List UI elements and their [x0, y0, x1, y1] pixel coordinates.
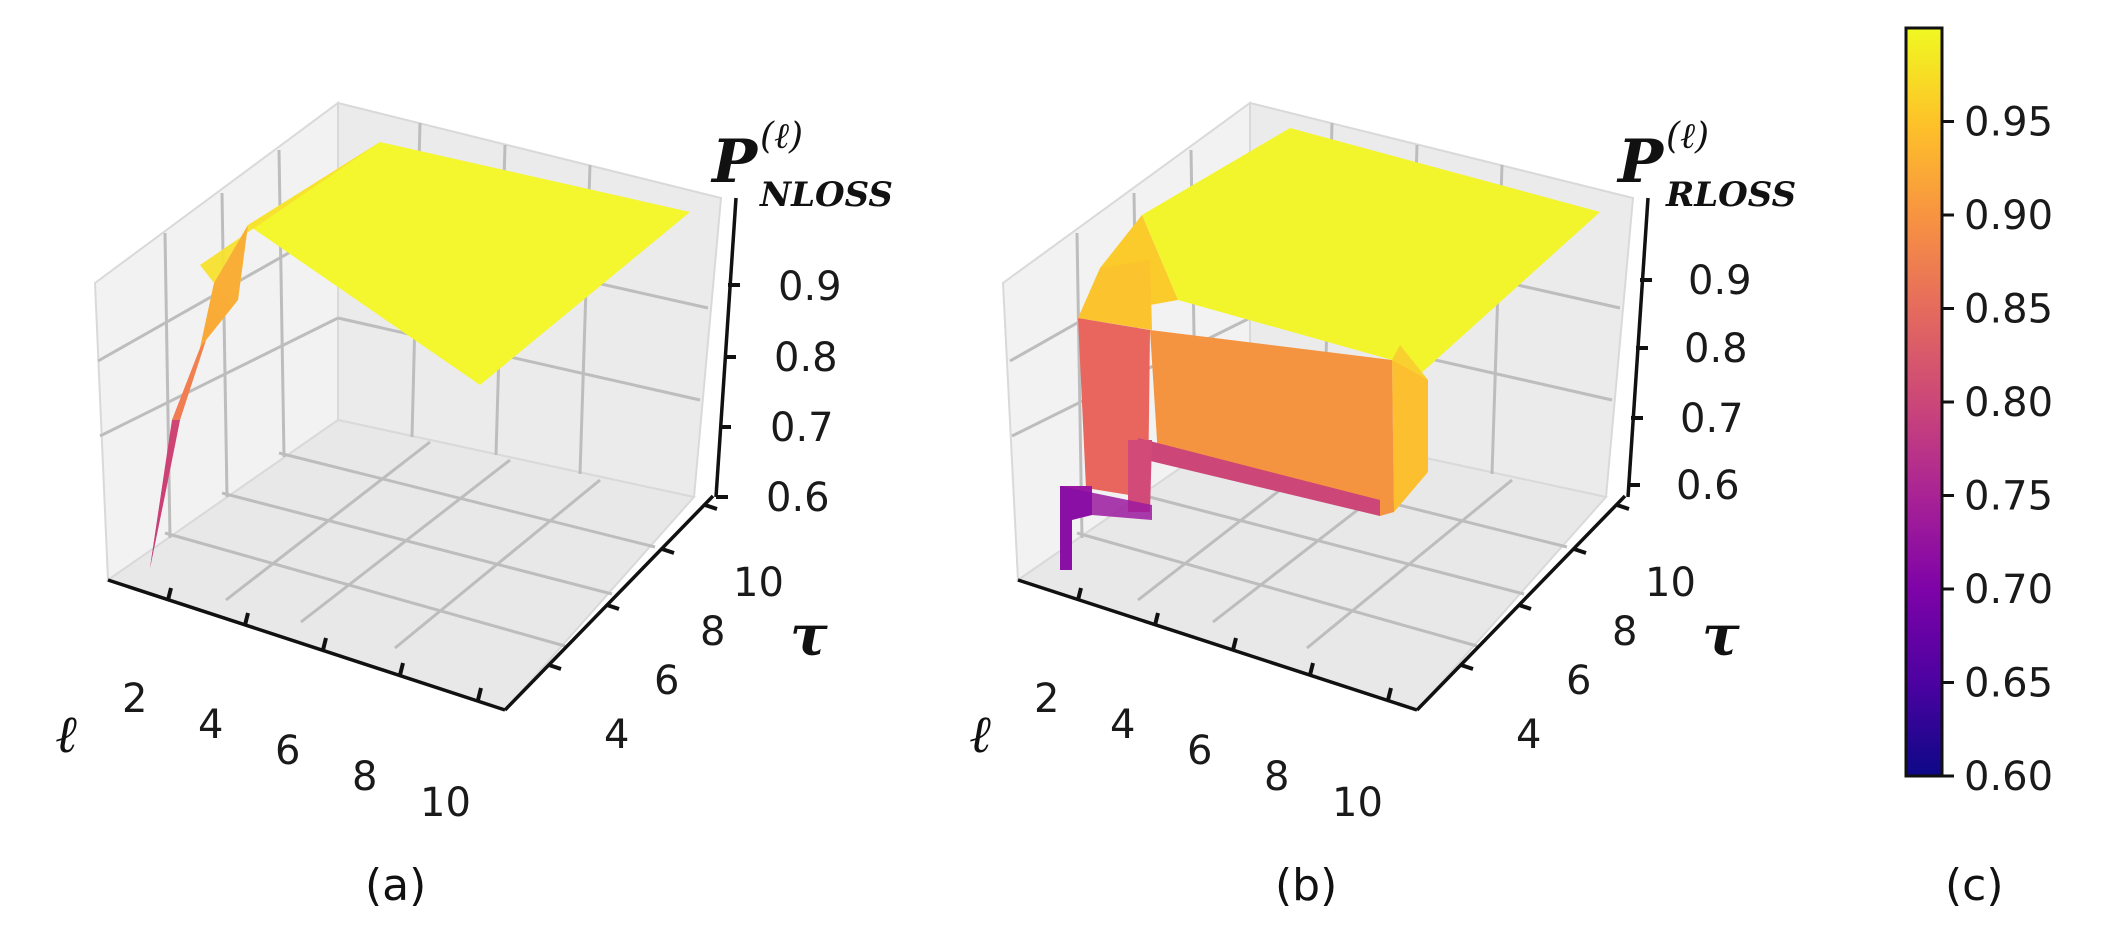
surface-strip-purple-top: [1060, 486, 1152, 520]
surface-strip-magenta-v: [1128, 440, 1152, 512]
surface-ramp-low: [172, 340, 206, 420]
z-axis-label: P RLOSS (ℓ): [1616, 116, 1796, 215]
colorbar-tick-label: 0.75: [1964, 474, 2053, 520]
z-axis-label-sub: NLOSS: [759, 175, 893, 215]
panel-label-b: (b): [1275, 860, 1337, 911]
z-axis-label: P NLOSS (ℓ): [710, 116, 893, 215]
y-tick-label: 4: [604, 712, 629, 758]
z-axis-label-main: P: [710, 127, 759, 197]
colorbar-gradient: [1904, 26, 1944, 778]
colorbar-tick-label: 0.90: [1964, 193, 2053, 239]
surface-side-face: [1392, 360, 1428, 512]
x-tick-label: 10: [420, 780, 471, 826]
y-axis-label: τ: [790, 603, 828, 669]
panel-label-c: (c): [1945, 860, 2004, 911]
y-tick-label: 6: [654, 658, 679, 704]
x-tick-label: 2: [1034, 676, 1059, 722]
panel-b: 2 4 6 8 10 4 6 8 10 0.6 0.7 0.8 0.9 ℓ τ …: [970, 101, 1796, 911]
x-tick-label: 8: [1264, 754, 1289, 800]
surface-ramp-edge: [150, 420, 180, 568]
z-tick-label: 0.8: [774, 335, 838, 381]
colorbar-tick-label: 0.85: [1964, 287, 2053, 333]
x-tick-labels: 2 4 6 8 10: [122, 676, 471, 826]
z-tick-label: 0.9: [778, 264, 842, 310]
z-axis-label-sup: (ℓ): [1666, 116, 1709, 157]
x-tick-label: 4: [1110, 702, 1135, 748]
panel-a: 2 4 6 8 10 4 6 8 10 0.6 0.7 0.8 0.9 ℓ τ …: [56, 101, 893, 911]
surface-strip-magenta: [1138, 438, 1380, 516]
colorbar-tick-label: 0.70: [1964, 567, 2053, 613]
x-tick-label: 8: [352, 754, 377, 800]
surface-step-upper: [1100, 215, 1178, 305]
y-tick-labels: 4 6 8 10: [604, 560, 784, 758]
z-axis: [714, 197, 738, 498]
y-tick-label: 4: [1516, 712, 1541, 758]
x-tick-label: 4: [198, 702, 223, 748]
z-axis-label-main: P: [1616, 127, 1665, 197]
surface-step-edge: [1392, 345, 1428, 380]
z-axis-label-sub: RLOSS: [1665, 175, 1796, 215]
y-tick-label: 10: [733, 560, 784, 606]
x-tick-label: 10: [1332, 780, 1383, 826]
z-tick-labels: 0.6 0.7 0.8 0.9: [1676, 258, 1752, 509]
x-tick-labels: 2 4 6 8 10: [1034, 676, 1383, 826]
z-tick-label: 0.7: [770, 405, 834, 451]
z-tick-label: 0.6: [1676, 463, 1740, 509]
x-axis: [107, 578, 506, 712]
x-axis-label: ℓ: [970, 704, 992, 765]
x-axis: [1017, 578, 1418, 712]
x-tick-label: 2: [122, 676, 147, 722]
colorbar-tick-label: 0.80: [1964, 380, 2053, 426]
x-axis-label: ℓ: [56, 704, 78, 765]
surface-block-top: [1078, 260, 1152, 330]
surface-ramp-mid: [200, 225, 248, 348]
y-tick-label: 10: [1645, 560, 1696, 606]
z-tick-label: 0.9: [1688, 258, 1752, 304]
y-tick-label: 8: [700, 609, 725, 655]
colorbar-tick-label: 0.95: [1964, 100, 2053, 146]
surface-plateau: [248, 142, 690, 385]
z-axis-label-sup: (ℓ): [760, 116, 803, 157]
y-tick-labels: 4 6 8 10: [1516, 560, 1696, 758]
z-tick-label: 0.7: [1680, 396, 1744, 442]
y-tick-label: 8: [1612, 609, 1637, 655]
tick-marks: [166, 283, 740, 701]
panel-label-a: (a): [365, 860, 426, 911]
z-tick-labels: 0.6 0.7 0.8 0.9: [766, 264, 842, 521]
colorbar: 0.60 0.65 0.70 0.75 0.80 0.85 0.90 0.95 (c): [1904, 26, 2053, 911]
y-axis: [1415, 494, 1627, 712]
x-tick-label: 6: [275, 728, 300, 774]
y-tick-label: 6: [1566, 658, 1591, 704]
surface-strip-purple: [1060, 486, 1092, 570]
colorbar-tick-label: 0.65: [1964, 661, 2053, 707]
y-axis-label: τ: [1702, 603, 1740, 669]
z-tick-label: 0.6: [766, 475, 830, 521]
colorbar-ticks: 0.60 0.65 0.70 0.75 0.80 0.85 0.90 0.95: [1942, 100, 2053, 800]
tick-marks: [1076, 278, 1652, 701]
surface-slope-upper: [200, 142, 380, 283]
colorbar-tick-label: 0.60: [1964, 754, 2053, 800]
y-axis: [503, 494, 715, 712]
surface-plateau: [1142, 128, 1600, 376]
x-tick-label: 6: [1187, 728, 1212, 774]
z-tick-label: 0.8: [1684, 326, 1748, 372]
